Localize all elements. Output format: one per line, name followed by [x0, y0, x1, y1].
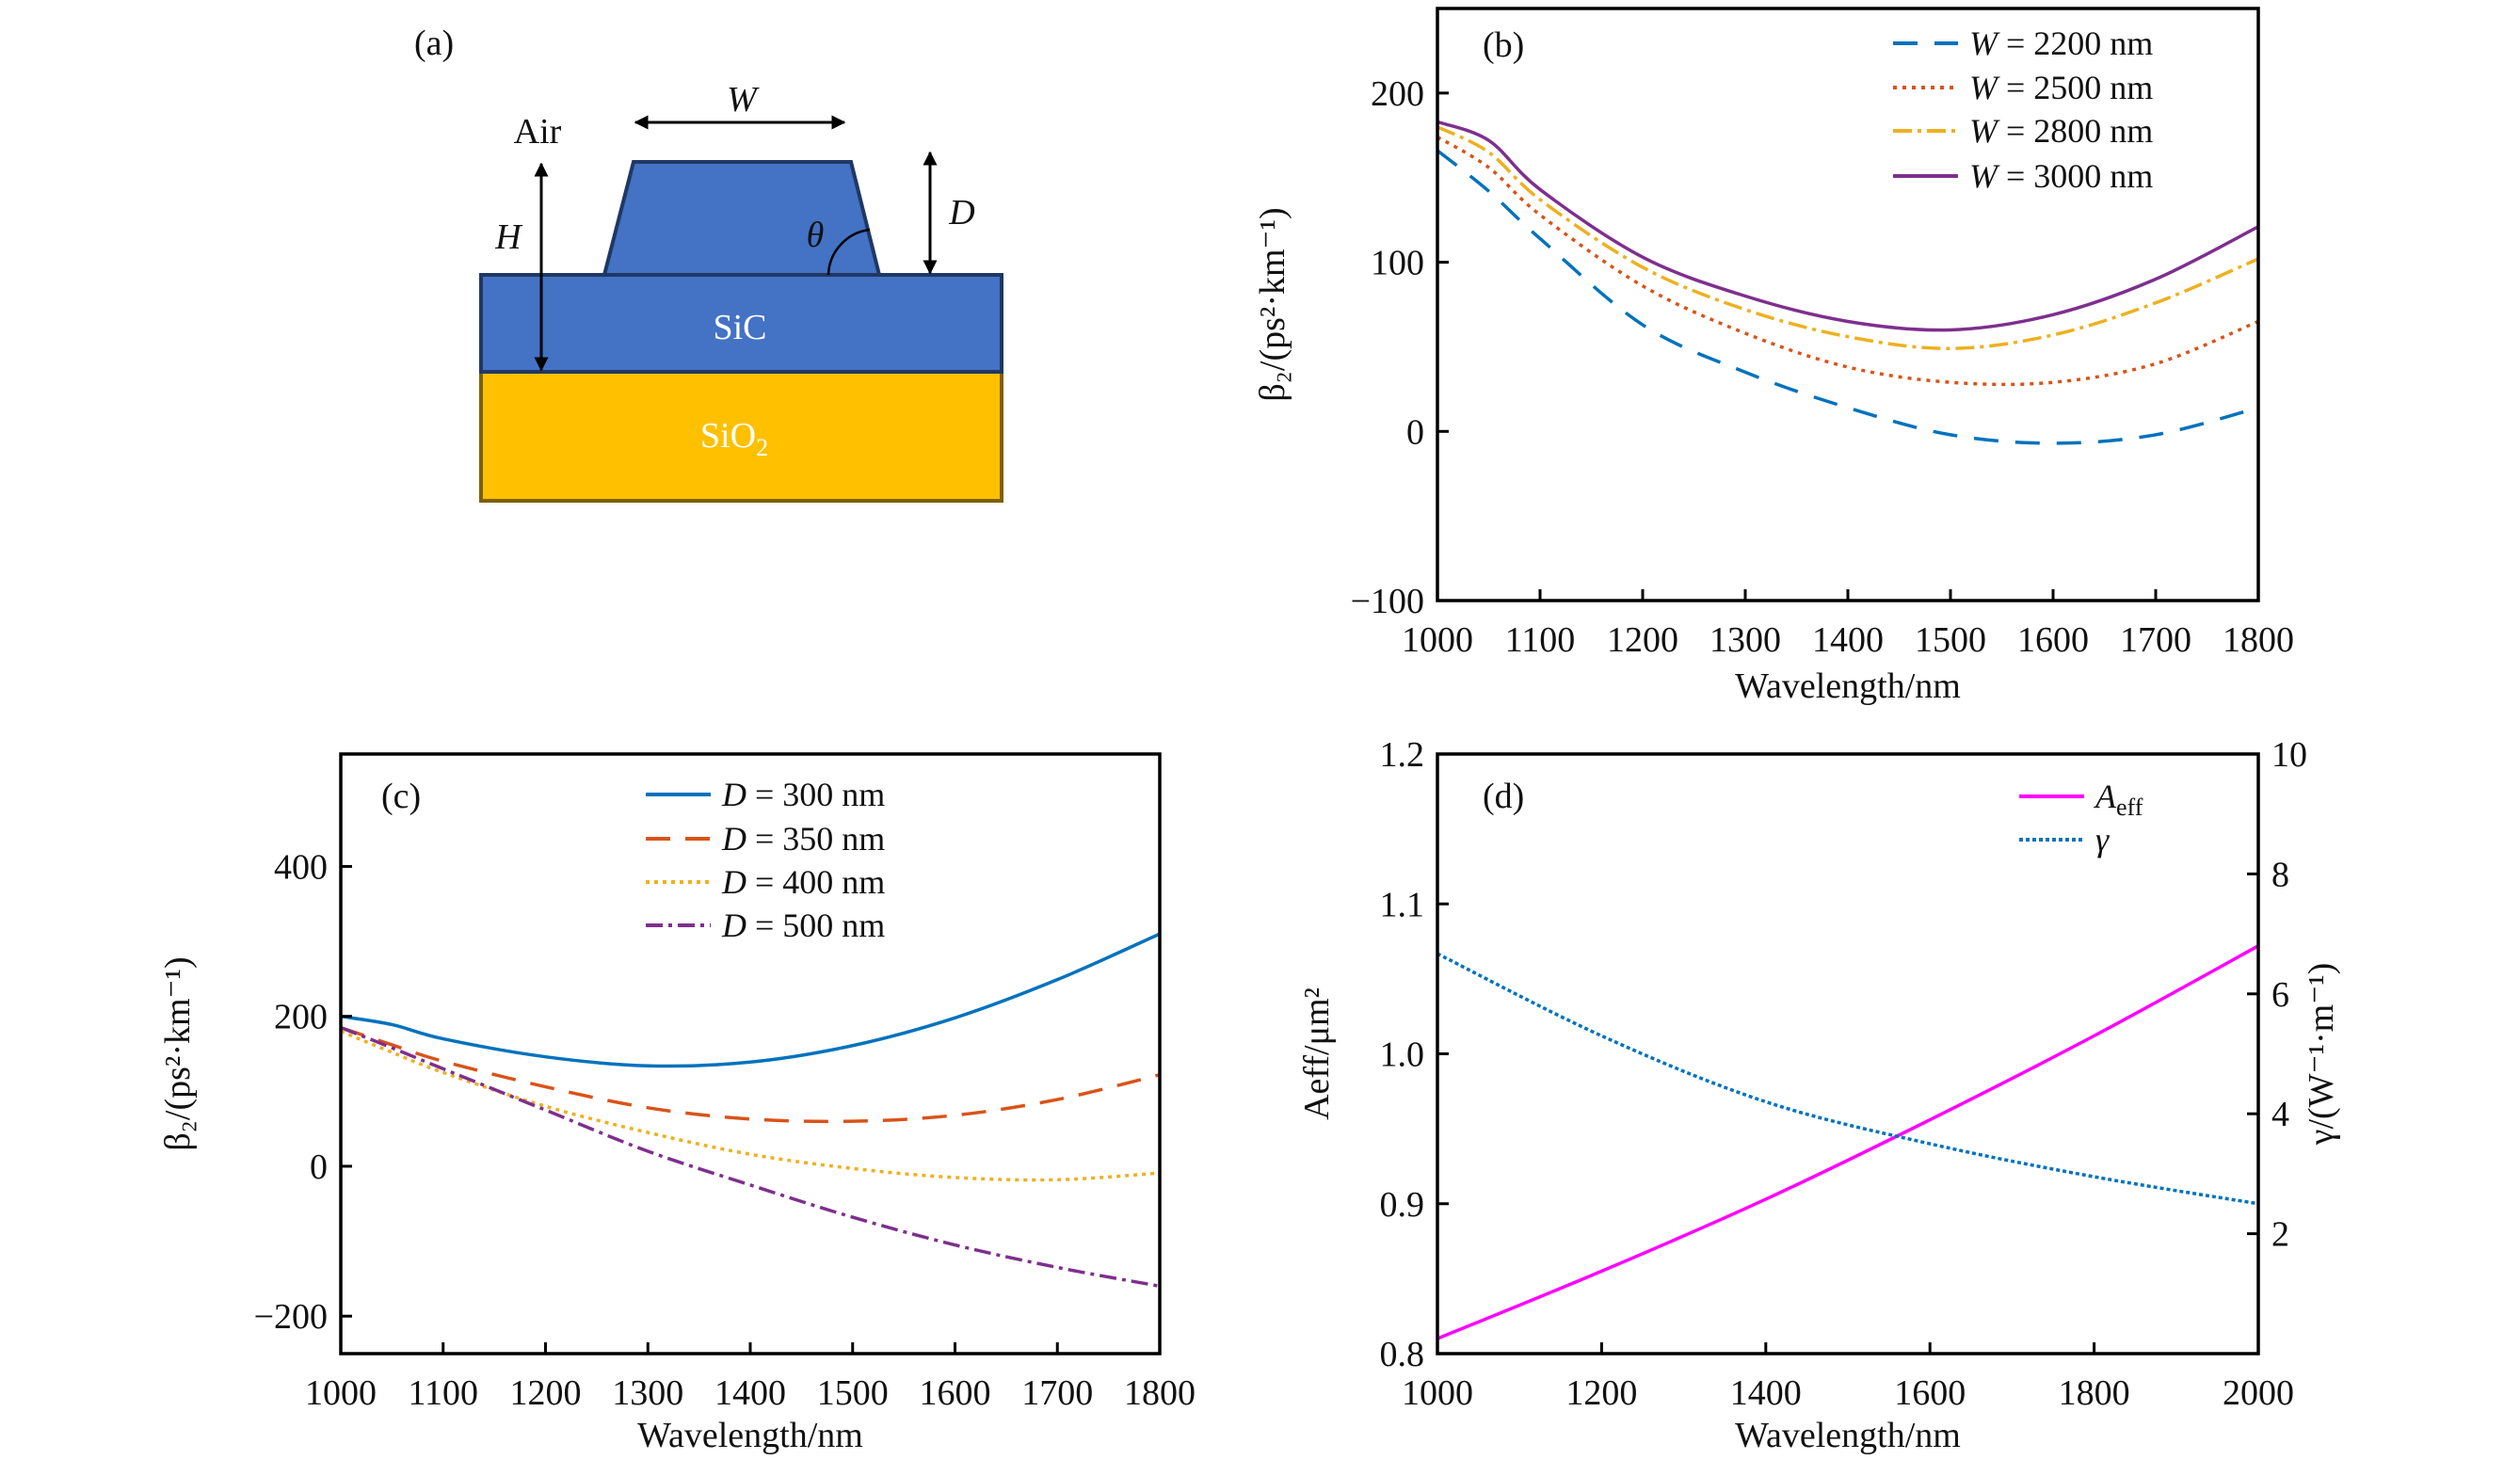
legend-entry: D = 500 nm: [721, 906, 885, 944]
plot-frame: [1436, 752, 2260, 1356]
legend-entry: W = 2800 nm: [1969, 112, 2153, 150]
x-tick-label: 1500: [1915, 620, 1986, 660]
x-tick-label: 1400: [1812, 620, 1884, 660]
y-tick-label: 100: [1371, 244, 1424, 283]
y-axis-label-right: γ/(W⁻¹·m⁻¹): [2302, 963, 2341, 1147]
y-axis-label: β₂/(ps²·km⁻¹): [1253, 207, 1292, 401]
legend-entry: D = 400 nm: [721, 863, 885, 901]
sio2-label: SiO2: [700, 416, 768, 461]
panel-label-d: (d): [1483, 777, 1524, 816]
x-tick-label: 1400: [1730, 1373, 1802, 1413]
panel-label-b: (b): [1483, 25, 1524, 65]
legend: W = 2200 nm W = 2500 nm W = 2800 nm W = 300…: [1893, 24, 2153, 195]
y-tick-label: 1.0: [1380, 1035, 1425, 1075]
y-tick-label: −100: [1351, 582, 1424, 621]
x-tick-label: 1800: [2059, 1373, 2130, 1413]
x-tick-label: 1800: [1124, 1373, 1196, 1413]
waveguide-diagram: (a) W Air H D θ SiC SiO2: [414, 24, 1003, 503]
legend-entry: D = 350 nm: [721, 820, 885, 858]
series-line-4: [340, 1026, 1161, 1289]
sic-slab: [479, 273, 1003, 374]
x-tick-label: 1600: [2017, 620, 2089, 660]
y-tick-label: 400: [274, 847, 328, 887]
chart-panel-b: 1000 1100 1200 1300 1400 1500 1600 1700 1800−100…: [1253, 7, 2294, 706]
chart-panel-d: 1000 1200 1400 1600 1800 2000 0.8 0.9 1.0 1.1 1.2 2…: [1297, 735, 2341, 1455]
x-tick-label: 1700: [1021, 1373, 1093, 1413]
legend: D = 300 nm D = 350 nm D = 400 nm D = 500 nm: [646, 776, 885, 944]
x-tick-label: 1200: [510, 1373, 582, 1413]
y-tick-label: 1.2: [1380, 735, 1425, 775]
y-right-tick-label: 10: [2271, 735, 2307, 775]
x-tick-label: 1800: [2223, 620, 2294, 660]
y-tick-label: 0.8: [1380, 1335, 1425, 1374]
series-line-2: [340, 1025, 1161, 1124]
y-tick-label: 200: [274, 998, 328, 1037]
legend-entry: D = 300 nm: [721, 776, 885, 813]
y-tick-label: 0.9: [1380, 1185, 1425, 1225]
y-tick-label: 200: [1371, 74, 1424, 114]
legend-entry: γ: [2095, 821, 2110, 858]
panel-label-c: (c): [381, 777, 421, 816]
x-tick-label: 1300: [612, 1373, 683, 1413]
y-tick-label: −200: [254, 1297, 328, 1337]
legend-entry: Aeff: [2094, 778, 2143, 821]
sio2-layer: [479, 370, 1003, 503]
theta-label: θ: [807, 216, 825, 255]
y-tick-label: 0: [310, 1147, 328, 1187]
x-axis-label: Wavelength/nm: [1735, 1416, 1961, 1455]
x-tick-label: 1400: [714, 1373, 786, 1413]
legend-entry: W = 3000 nm: [1969, 157, 2153, 195]
y-axis-label: β₂/(ps²·km⁻¹): [158, 956, 198, 1150]
air-label: Air: [514, 112, 562, 152]
panel-label-a: (a): [414, 24, 454, 63]
y-tick-label: 0: [1406, 412, 1424, 452]
x-tick-label: 1200: [1607, 620, 1678, 660]
x-tick-label: 1000: [1402, 620, 1473, 660]
series-line-3: [340, 1029, 1161, 1182]
x-tick-label: 1300: [1709, 620, 1781, 660]
x-tick-label: 1600: [1894, 1373, 1966, 1413]
series-line-2: [1437, 952, 2259, 1206]
y-right-tick-label: 2: [2271, 1215, 2289, 1255]
x-tick-label: 1100: [408, 1373, 478, 1413]
series-line-1: [1436, 149, 2259, 445]
y-right-tick-label: 8: [2271, 855, 2289, 894]
x-tick-label: 1500: [817, 1373, 889, 1413]
x-tick-label: 1100: [1505, 620, 1576, 660]
series-line-1: [340, 932, 1161, 1068]
w-label: W: [727, 80, 760, 120]
x-tick-label: 1000: [305, 1373, 377, 1413]
h-label: H: [494, 217, 523, 257]
series-line-4: [1437, 120, 2259, 332]
chart-panel-c: 1000 1100 1200 1300 1400 1500 1600 1700 1800 −200…: [158, 752, 1196, 1455]
y-right-tick-label: 6: [2271, 975, 2289, 1015]
x-axis-label: Wavelength/nm: [1735, 666, 1961, 706]
y-right-tick-label: 4: [2271, 1095, 2289, 1134]
x-tick-label: 2000: [2223, 1373, 2294, 1413]
sic-ridge: [602, 160, 882, 277]
y-tick-label: 1.1: [1380, 885, 1425, 924]
sic-label: SiC: [713, 308, 766, 347]
x-tick-label: 1600: [920, 1373, 991, 1413]
x-tick-label: 1700: [2120, 620, 2191, 660]
series-line-3: [1437, 125, 2259, 350]
x-tick-label: 1000: [1402, 1373, 1473, 1413]
d-label: D: [948, 193, 974, 233]
series-line-1: [1437, 944, 2259, 1340]
theta-arc: [827, 228, 871, 276]
y-axis-label: Aeff/μm²: [1297, 987, 1337, 1120]
x-axis-label: Wavelength/nm: [637, 1416, 863, 1455]
legend-entry: W = 2500 nm: [1969, 69, 2153, 106]
x-tick-label: 1200: [1565, 1373, 1637, 1413]
legend-entry: W = 2200 nm: [1969, 24, 2153, 62]
